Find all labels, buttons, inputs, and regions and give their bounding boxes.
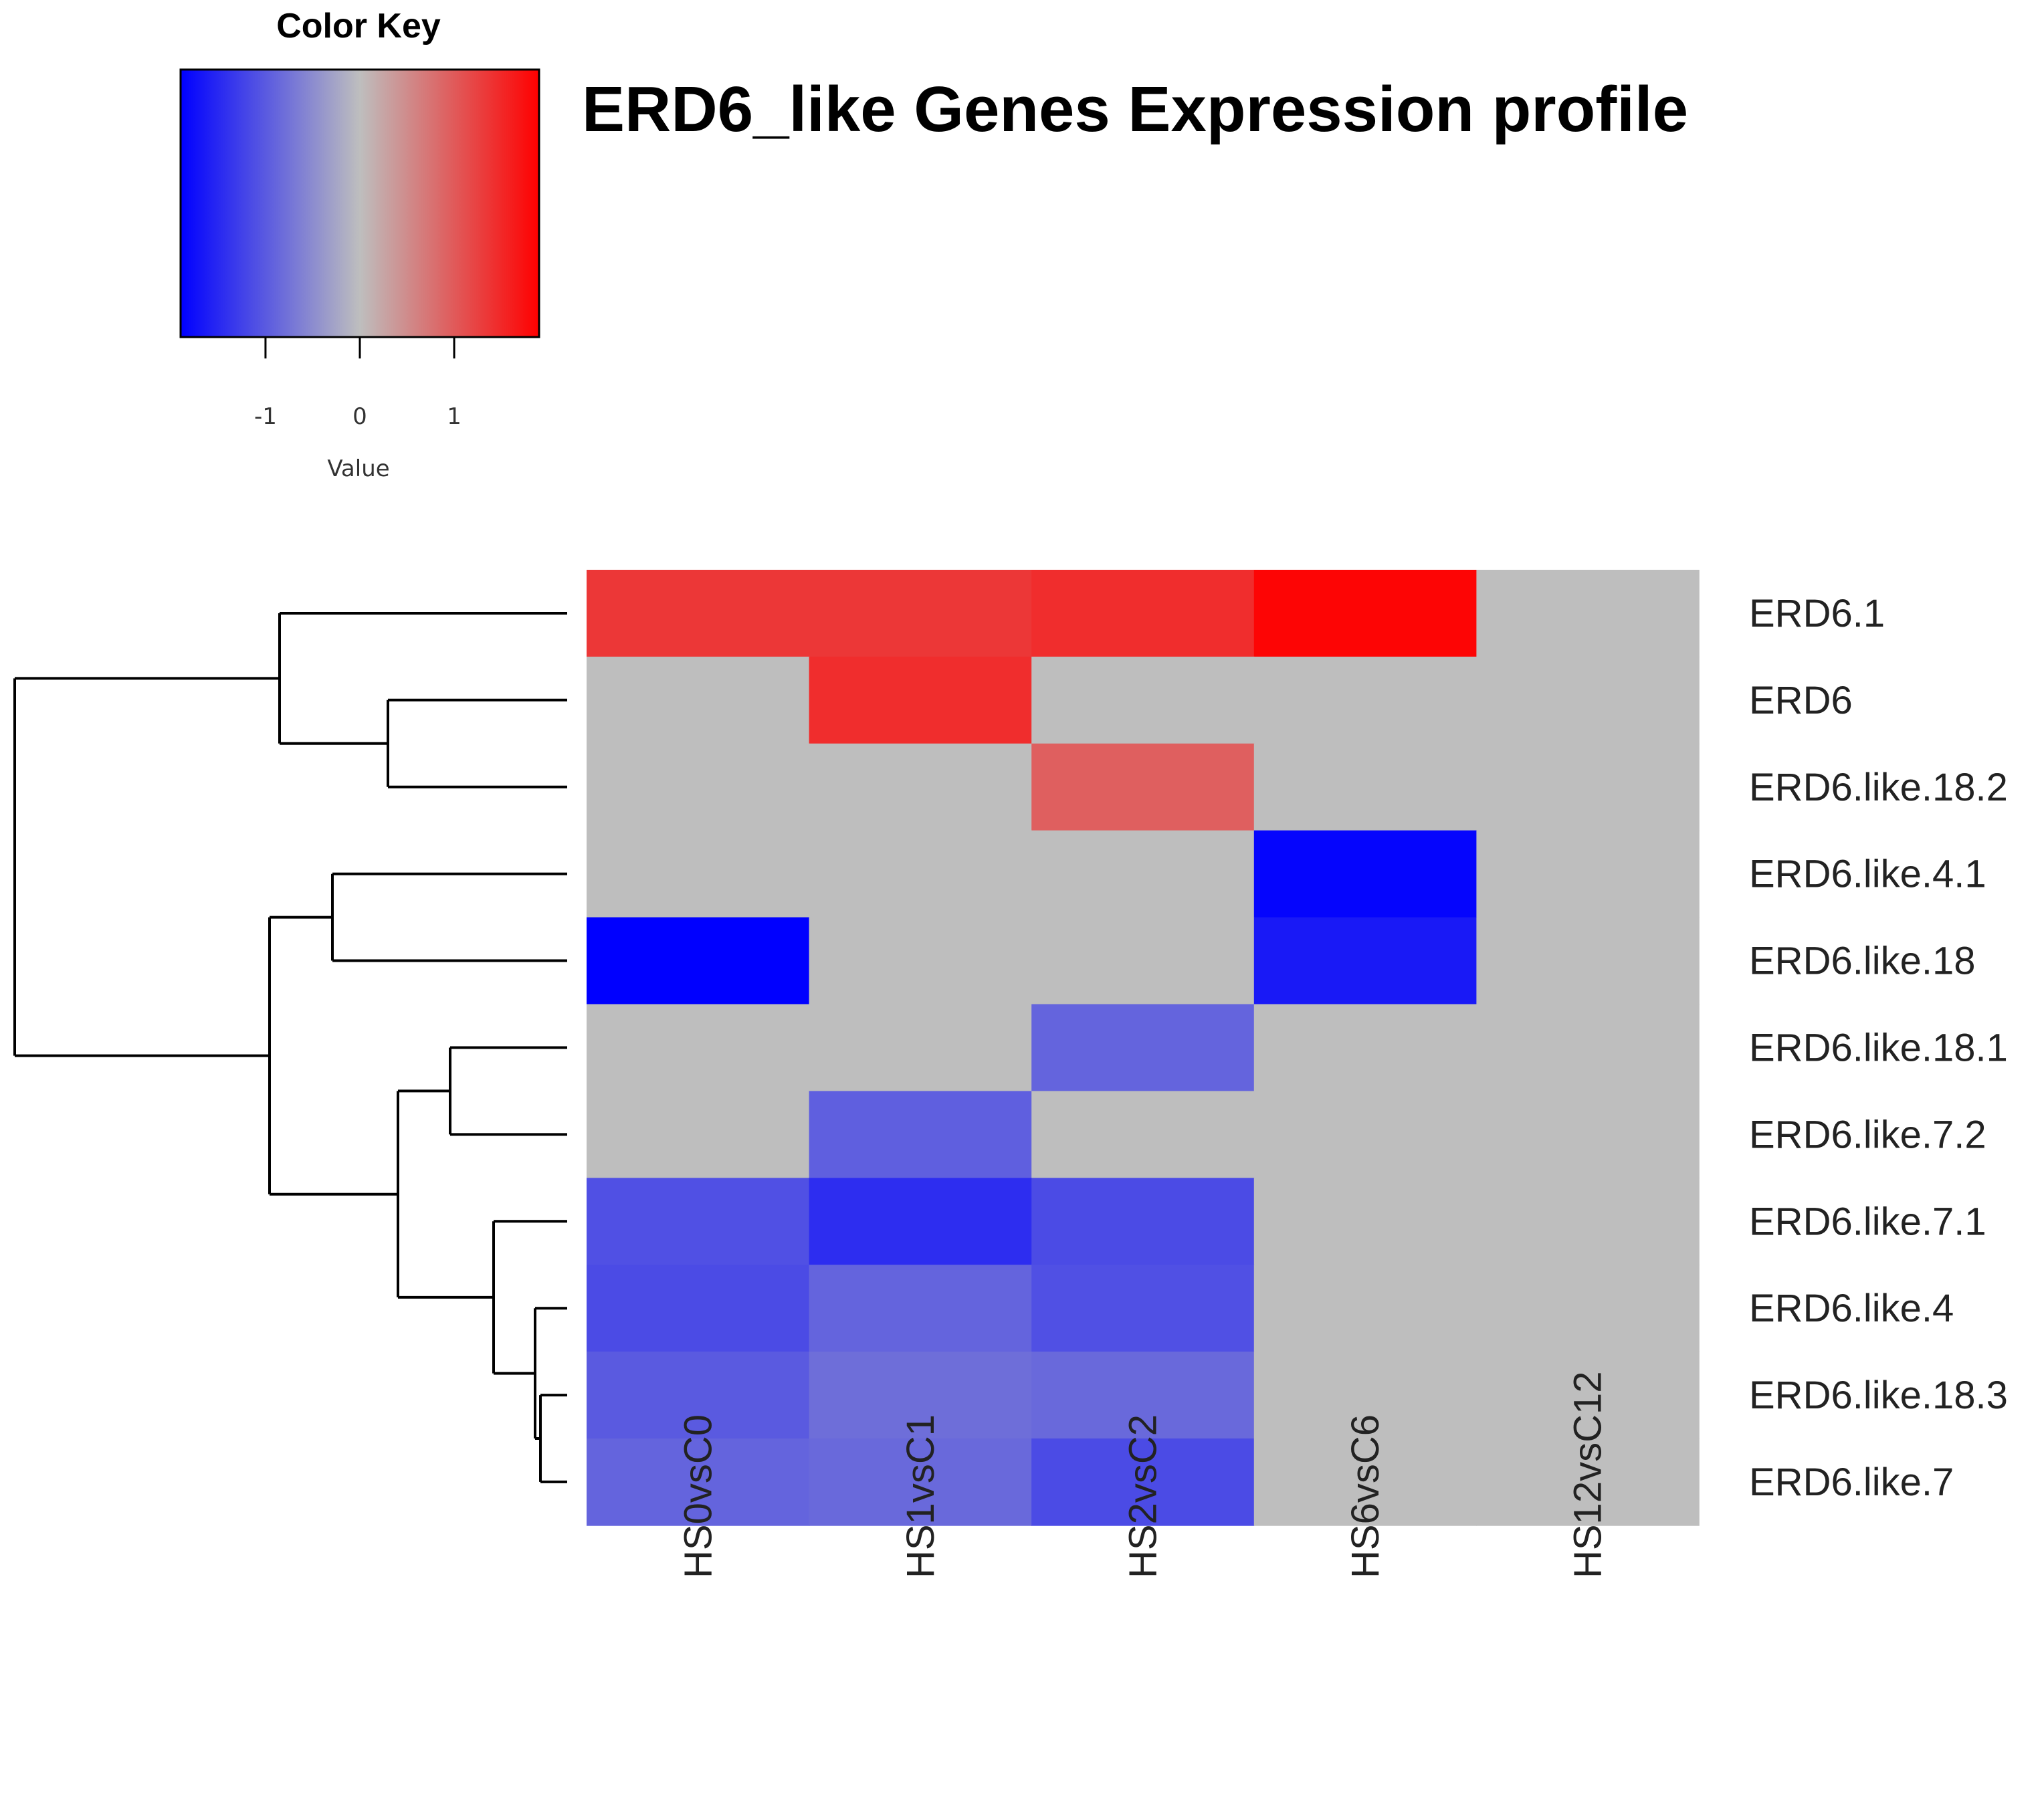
heatmap-cell xyxy=(1031,743,1255,831)
heatmap-cell xyxy=(1476,656,1700,744)
heatmap-cell xyxy=(1476,917,1700,1005)
row-label: ERD6.like.4 xyxy=(1749,1287,1954,1330)
heatmap-cell xyxy=(809,1265,1032,1352)
heatmap-cell xyxy=(809,656,1032,744)
row-label: ERD6.like.7.1 xyxy=(1749,1200,1986,1243)
color-key-tick-label: 1 xyxy=(447,403,462,430)
heatmap-cell xyxy=(1476,1265,1700,1352)
row-labels: ERD6.1 ERD6 ERD6.like.18.2 ERD6.like.4.1 ERD… xyxy=(1749,592,2008,1504)
row-label: ERD6.like.7.2 xyxy=(1749,1113,1986,1156)
heatmap-cell xyxy=(1253,1438,1477,1526)
heatmap-cell xyxy=(587,1352,810,1439)
column-labels: HS0vsC0 HS1vsC1 HS2vsC2 HS6vsC6 HS12vsC12 xyxy=(676,1372,1609,1578)
heatmap-cell xyxy=(1476,1352,1700,1439)
heatmap-cell xyxy=(1031,656,1255,744)
heatmap-cell xyxy=(587,1438,810,1526)
heatmap-cell xyxy=(809,830,1032,918)
heatmap-cell xyxy=(587,1004,810,1092)
heatmap-cell xyxy=(1253,1004,1477,1092)
column-label: HS0vsC0 xyxy=(676,1414,720,1578)
heatmap-cell xyxy=(1031,1438,1255,1526)
column-label: HS1vsC1 xyxy=(899,1414,942,1578)
heatmap-cell xyxy=(809,917,1032,1005)
heatmap-cell xyxy=(1031,1265,1255,1352)
heatmap-cell xyxy=(1253,917,1477,1005)
heatmap-cell xyxy=(1476,1091,1700,1179)
heatmap-cell xyxy=(1253,1265,1477,1352)
heatmap-cell xyxy=(1253,1352,1477,1439)
column-label: HS2vsC2 xyxy=(1122,1414,1165,1578)
heatmap-cell xyxy=(1476,830,1700,918)
heatmap-cell xyxy=(587,570,810,657)
heatmap-cell xyxy=(587,656,810,744)
heatmap-cell xyxy=(587,1178,810,1265)
heatmap-cell xyxy=(1031,1352,1255,1439)
color-key-tick-label: -1 xyxy=(254,403,277,430)
heatmap-cells xyxy=(587,570,1700,1526)
heatmap-cell xyxy=(1031,917,1255,1005)
heatmap-cell xyxy=(809,1091,1032,1179)
row-label: ERD6.1 xyxy=(1749,592,1885,635)
color-key-gradient xyxy=(179,68,540,338)
heatmap-cell xyxy=(809,1438,1032,1526)
heatmap-cell xyxy=(809,1352,1032,1439)
heatmap-cell xyxy=(1031,1091,1255,1179)
heatmap-cell xyxy=(1253,743,1477,831)
row-label: ERD6 xyxy=(1749,679,1853,722)
heatmap-cell xyxy=(1031,1178,1255,1265)
heatmap-cell xyxy=(587,917,810,1005)
color-key-xlabel: Value xyxy=(327,455,389,482)
color-key-ticks: -1 0 1 xyxy=(254,337,462,430)
heatmap-cell xyxy=(1253,830,1477,918)
row-dendrogram xyxy=(13,612,567,1483)
heatmap-cell xyxy=(1476,1178,1700,1265)
column-label: HS12vsC12 xyxy=(1566,1372,1610,1578)
heatmap-cell xyxy=(809,570,1032,657)
heatmap-cell xyxy=(1476,1004,1700,1092)
heatmap-cell xyxy=(809,743,1032,831)
heatmap-cell xyxy=(1476,743,1700,831)
heatmap-cell xyxy=(1031,570,1255,657)
heatmap-cell xyxy=(1253,570,1477,657)
row-label: ERD6.like.18 xyxy=(1749,940,1975,983)
heatmap-cell xyxy=(587,830,810,918)
heatmap-cell xyxy=(809,1178,1032,1265)
row-label: ERD6.like.4.1 xyxy=(1749,853,1986,896)
heatmap-cell xyxy=(1253,656,1477,744)
heatmap-cell xyxy=(1253,1091,1477,1179)
row-label: ERD6.like.18.3 xyxy=(1749,1374,2008,1417)
row-label: ERD6.like.7 xyxy=(1749,1461,1954,1504)
heatmap-cell xyxy=(1253,1178,1477,1265)
heatmap-cell xyxy=(1031,830,1255,918)
heatmap-cell xyxy=(1031,1004,1255,1092)
chart-title: ERD6_like Genes Expression profile xyxy=(582,74,1688,145)
heatmap-cell xyxy=(587,1091,810,1179)
heatmap-cell xyxy=(809,1004,1032,1092)
heatmap-cell xyxy=(1476,570,1700,657)
color-key-title: Color Key xyxy=(276,7,441,45)
heatmap-cell xyxy=(587,743,810,831)
row-label: ERD6.like.18.2 xyxy=(1749,766,2008,809)
heatmap-cell xyxy=(587,1265,810,1352)
color-key: Color Key -1 0 1 Value xyxy=(179,7,540,482)
color-key-tick-label: 0 xyxy=(352,403,367,430)
column-label: HS6vsC6 xyxy=(1344,1414,1387,1578)
row-label: ERD6.like.18.1 xyxy=(1749,1027,2008,1070)
heatmap-cell xyxy=(1476,1438,1700,1526)
